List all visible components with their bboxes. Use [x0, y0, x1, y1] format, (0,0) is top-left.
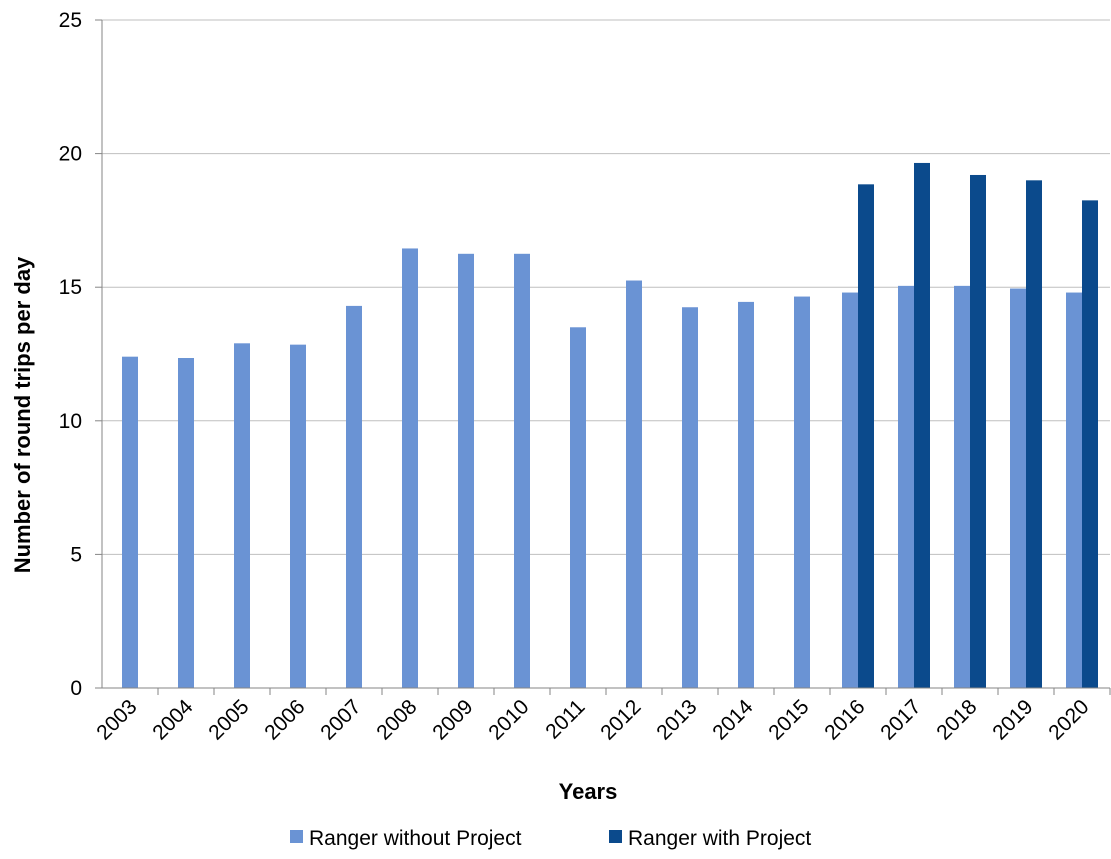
legend-label-ranger-without-project: Ranger without Project [309, 827, 522, 850]
y-tick-label-15: 15 [59, 276, 82, 299]
bar-without-project-2003 [122, 356, 138, 688]
legend: Ranger without Project Ranger with Proje… [290, 827, 811, 850]
y-tick-label-5: 5 [70, 543, 82, 566]
bar-with-project-2018 [970, 174, 986, 688]
legend-swatch-ranger-without-project [290, 830, 303, 843]
x-tick-label-2015: 2015 [764, 695, 813, 744]
bar-without-project-2010 [514, 253, 530, 689]
y-tick-labels: 0 5 10 15 20 25 [59, 9, 102, 700]
bar-without-project-2008 [402, 248, 418, 688]
bar-without-project-2005 [234, 343, 250, 688]
bar-with-project-2016 [858, 184, 874, 688]
gridlines [102, 19, 1110, 555]
x-tick-label-2014: 2014 [708, 695, 758, 745]
bar-without-project-2011 [570, 327, 586, 688]
y-tick-label-10: 10 [59, 410, 82, 433]
x-tick-label-2020: 2020 [1044, 695, 1093, 744]
legend-swatch-ranger-with-project [609, 830, 622, 843]
bar-with-project-2019 [1026, 180, 1042, 688]
x-tick-label-2010: 2010 [484, 695, 533, 744]
x-tick-label-2016: 2016 [820, 695, 869, 744]
bar-with-project-2020 [1082, 200, 1098, 689]
y-tick-label-0: 0 [70, 677, 82, 700]
bar-without-project-2006 [290, 344, 306, 688]
bar-without-project-2017 [898, 285, 914, 688]
bar-without-project-2013 [682, 307, 698, 688]
x-tick-label-2017: 2017 [876, 695, 925, 744]
x-tick-label-2003: 2003 [92, 695, 141, 744]
legend-label-ranger-with-project: Ranger with Project [628, 827, 811, 850]
bar-without-project-2012 [626, 280, 642, 688]
x-tick-label-2013: 2013 [652, 695, 701, 744]
bar-without-project-2004 [178, 358, 194, 688]
bar-without-project-2018 [954, 285, 970, 688]
x-tick-label-2012: 2012 [596, 695, 645, 744]
x-tick-label-2019: 2019 [988, 695, 1037, 744]
y-axis-title: Number of round trips per day [10, 256, 35, 573]
x-tick-label-2004: 2004 [148, 695, 198, 745]
bar-without-project-2016 [842, 292, 858, 688]
x-tick-labels: 2003 2004 2005 2006 2007 2008 2009 2010 2011 2012… [92, 688, 1111, 745]
x-axis-title: Years [559, 779, 618, 804]
bars [122, 162, 1098, 689]
bar-without-project-2014 [738, 301, 754, 688]
x-tick-label-2005: 2005 [204, 695, 253, 744]
x-tick-label-2006: 2006 [260, 695, 309, 744]
bar-without-project-2020 [1066, 292, 1082, 688]
y-tick-label-20: 20 [59, 143, 82, 166]
bar-without-project-2019 [1010, 288, 1026, 688]
x-tick-label-2011: 2011 [541, 695, 589, 743]
x-tick-label-2008: 2008 [372, 695, 421, 744]
bar-without-project-2015 [794, 296, 810, 688]
bar-without-project-2009 [458, 253, 474, 689]
x-tick-label-2018: 2018 [932, 695, 981, 744]
x-tick-label-2009: 2009 [428, 695, 477, 744]
bar-without-project-2007 [346, 305, 362, 688]
bar-with-project-2017 [914, 162, 930, 688]
x-tick-label-2007: 2007 [316, 695, 365, 744]
y-tick-label-25: 25 [59, 9, 82, 32]
